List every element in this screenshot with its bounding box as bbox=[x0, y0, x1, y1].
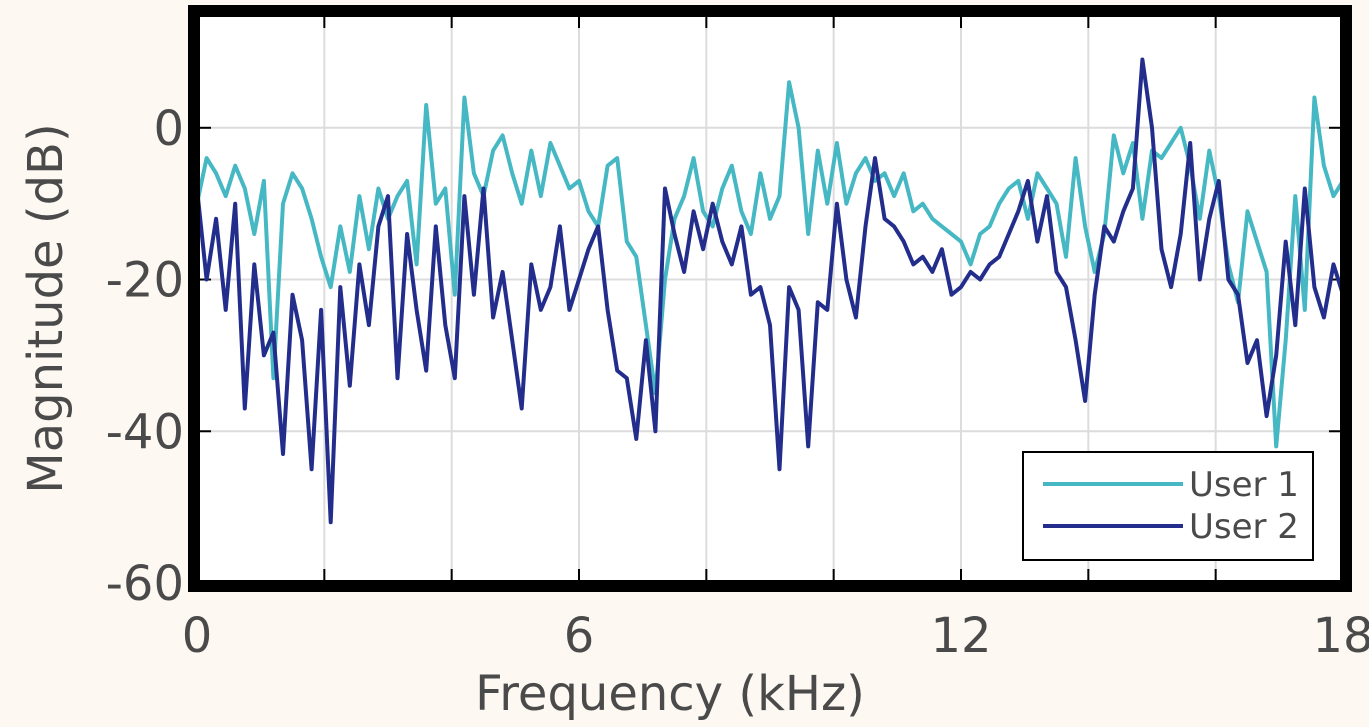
legend-label: User 2 bbox=[1189, 507, 1299, 547]
x-axis-label: Frequency (kHz) bbox=[475, 666, 865, 722]
x-tick-label: 6 bbox=[564, 608, 595, 664]
legend-label: User 1 bbox=[1189, 465, 1299, 505]
x-tick-label: 12 bbox=[930, 608, 991, 664]
x-tick-label: 18 bbox=[1312, 608, 1369, 664]
y-tick-label: -60 bbox=[106, 556, 184, 612]
legend-box bbox=[1022, 451, 1314, 561]
plot-frame bbox=[188, 5, 1352, 592]
y-axis-label: Magnitude (dB) bbox=[18, 123, 74, 493]
series-line-2 bbox=[197, 57, 1343, 525]
y-tick-label: -40 bbox=[106, 404, 184, 460]
grid bbox=[197, 14, 1343, 583]
x-tick-label: 0 bbox=[182, 608, 213, 664]
y-tick-label: 0 bbox=[153, 101, 184, 157]
series-group bbox=[197, 57, 1343, 525]
x-axis-ticks: 0 6 12 18 bbox=[182, 608, 1369, 664]
y-tick-label: -20 bbox=[106, 253, 184, 309]
y-axis-ticks: -60 -40 -20 0 bbox=[106, 101, 184, 612]
